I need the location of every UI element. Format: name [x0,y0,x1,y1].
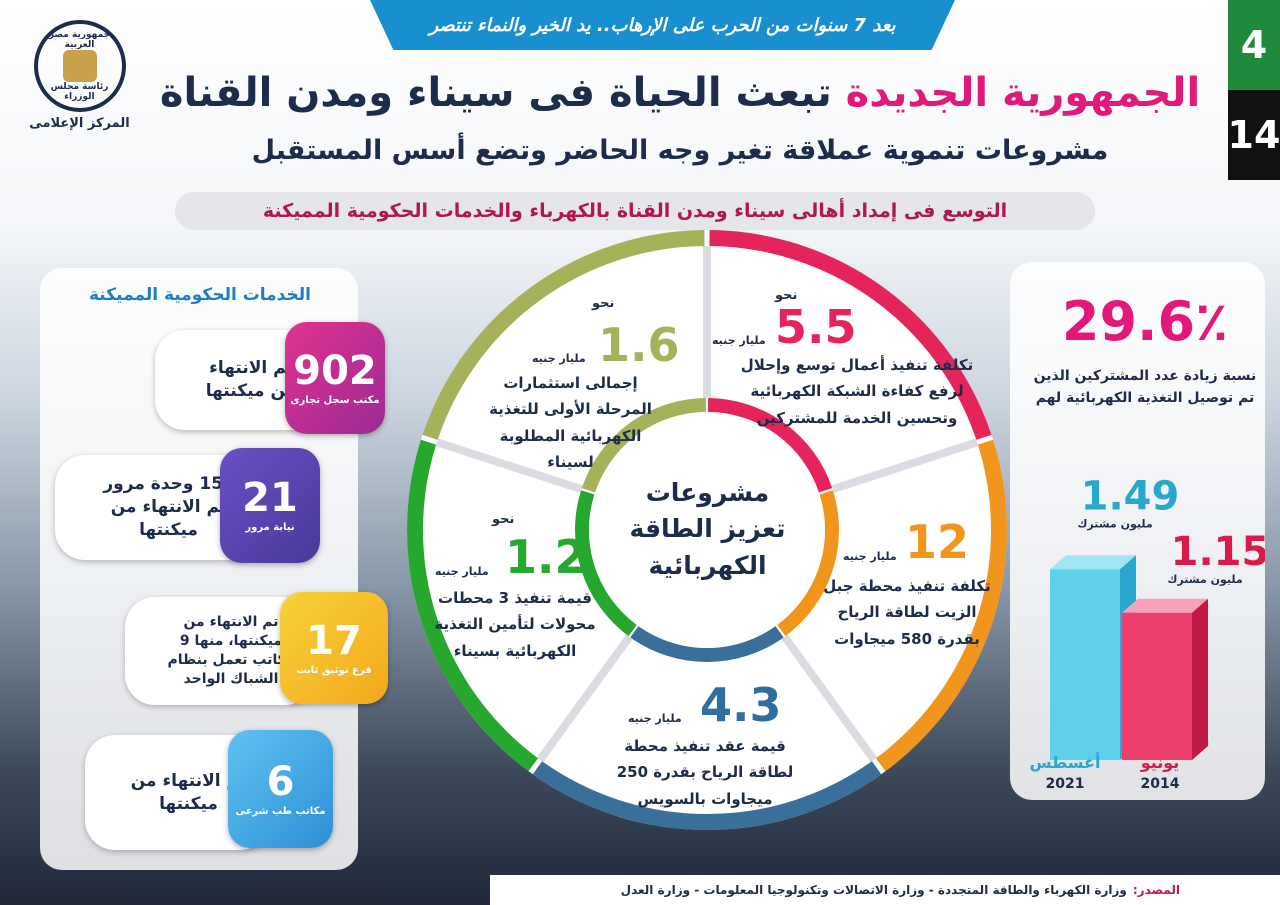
ring-arc [422,230,705,440]
ring-arc [532,761,882,830]
segment-value: 1.2 [505,530,587,584]
segment-value: 4.3 [700,678,782,732]
logo-emblem [62,50,97,82]
ring-divider [435,438,583,494]
segment-text: قيمة تنفيذ 3 محطات محولات لتأمين التغذية… [434,589,596,660]
logo-text: رئاسة مجلس الوزراء [50,82,109,102]
segment-value: 1.6 [598,318,680,372]
segment-value: 5.5 [775,300,857,354]
service-number: 21 [242,475,298,521]
ring-divider [536,634,633,763]
service-unit: مكتب سجل تجارى [290,394,380,406]
ring-arc [875,439,1007,772]
service-number: 902 [293,347,377,394]
service-card: 902 مكتب سجل تجارى [285,322,385,434]
segment-text: قيمة عقد تنفيذ محطة لطاقة الرياح بقدرة 2… [616,737,794,808]
service-card: 6 مكاتب طب شرعى [228,730,333,848]
bar [1050,569,1120,760]
date-month: 14 [1228,90,1280,180]
segment-unit: مليار جنيه [712,334,766,347]
footer-label: المصدر: [1132,883,1180,897]
segment-unit: مليار جنيه [628,712,682,725]
bar-value: 1.49 [1081,473,1180,519]
logo-text: المركز الإعلامى [29,116,130,131]
bar-value: 1.15 [1171,529,1265,575]
segment-value: 12 [905,515,970,569]
service-number: 17 [306,617,362,664]
ring-arc [630,626,784,662]
ring-arc [581,398,707,493]
section-heading: التوسع فى إمداد أهالى سيناء ومدن القناة … [175,192,1095,230]
tag-banner: بعد 7 سنوات من الحرب على الإرهاب.. يد ال… [370,0,955,50]
service-unit: مكاتب طب شرعى [235,805,326,817]
service-card: 21 نيابة مرور [220,448,320,563]
footer-text: وزارة الكهرباء والطاقة المتجددة - وزارة … [620,883,1127,897]
percent: 29.6٪ [1061,290,1229,353]
ring-arc [575,490,637,637]
ring-arc [777,490,839,637]
bar-year: 2014 [1141,776,1180,792]
segment-prefix: نحو [775,288,798,303]
logo-disc: جمهورية مصر العربية رئاسة مجلس الوزراء [33,20,126,112]
service-number: 6 [266,758,295,805]
ring-arc [709,230,992,440]
segment-text: تكلفة تنفيذ أعمال توسع وإحلال لرفع كفاءة… [740,356,974,427]
ring-divider [781,634,878,763]
percent-text: نسبة زيادة عدد المشتركين الذين تم توصيل … [1033,368,1257,407]
energy-center: مشروعات تعزيز الطاقة الكهربائية [629,478,786,580]
bar-top [1050,555,1136,570]
footer: المصدر: وزارة الكهرباء والطاقة المتجددة … [490,875,1280,905]
ring-divider [831,438,979,494]
logo: جمهورية مصر العربية رئاسة مجلس الوزراء ا… [22,20,137,150]
bar-year: 2021 [1046,776,1085,792]
bar-label: أغسطس [1030,752,1101,772]
title: الجمهورية الجديدة تبعث الحياة فى سيناء و… [150,70,1210,116]
segment-text: تكلفة تنفيذ محطة جبل الزيت لطاقة الرياح … [823,577,991,648]
ring-arc [407,439,539,772]
bar-side [1192,598,1208,760]
logo-text: جمهورية مصر العربية [48,30,111,50]
segment-text: إجمالى استثمارات المرحلة الأولى للتغذية … [489,374,652,471]
segment-unit: مليار جنيه [435,565,489,578]
date-day: 4 [1228,0,1280,90]
segment-unit: مليار جنيه [843,550,897,563]
bar-top [1122,598,1208,613]
service-card: 17 فرع توثيق ثابت [280,592,388,704]
title-highlight: الجمهورية الجديدة [845,70,1201,116]
service-unit: نيابة مرور [245,522,295,533]
services-title: الخدمات الحكومية المميكنة [89,285,311,305]
title-text: تبعث الحياة فى سيناء ومدن القناة [159,70,832,116]
service-unit: فرع توثيق ثابت [296,664,372,676]
bar-label: يونيو [1140,753,1180,772]
segment-unit: مليار جنيه [532,352,586,365]
segment-prefix: نحو [592,296,615,311]
ring-arc [707,398,833,493]
ring-center [589,412,825,648]
bar-unit: مليون مشترك [1077,517,1152,530]
bar [1122,612,1192,760]
segment-prefix: نحو [492,512,515,527]
subtitle: مشروعات تنموية عملاقة تغير وجه الحاضر وت… [251,135,1109,166]
bar-unit: مليون مشترك [1167,573,1242,586]
